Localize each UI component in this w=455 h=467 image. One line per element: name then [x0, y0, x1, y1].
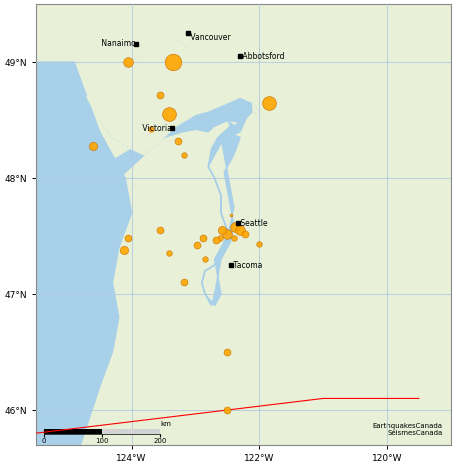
Point: [227, 212, 234, 219]
Point: [224, 230, 231, 238]
Point: [125, 234, 132, 242]
Point: [157, 226, 164, 234]
Text: Victoria: Victoria: [140, 124, 172, 133]
Point: [180, 151, 187, 159]
Text: Nanaimo: Nanaimo: [99, 39, 136, 48]
Point: [230, 234, 238, 242]
Point: [157, 91, 164, 99]
Polygon shape: [87, 28, 259, 155]
Text: EarthquakesCanada
SéismesCanada: EarthquakesCanada SéismesCanada: [373, 423, 443, 436]
Polygon shape: [87, 97, 259, 178]
Point: [216, 234, 223, 242]
Text: Tacoma: Tacoma: [231, 261, 263, 269]
Point: [120, 246, 127, 254]
Text: km: km: [160, 421, 171, 427]
Point: [265, 99, 273, 106]
Point: [224, 348, 231, 356]
Point: [169, 58, 177, 66]
Point: [212, 236, 219, 243]
Polygon shape: [202, 118, 247, 306]
Polygon shape: [100, 33, 196, 149]
Point: [202, 255, 209, 263]
Point: [237, 226, 244, 234]
Point: [165, 111, 172, 118]
Point: [180, 279, 187, 286]
Point: [147, 126, 154, 133]
Text: Vancouver: Vancouver: [188, 33, 230, 42]
Point: [90, 142, 97, 149]
Point: [165, 250, 172, 257]
Point: [125, 58, 132, 66]
Point: [224, 406, 231, 414]
Point: [232, 223, 239, 231]
Point: [193, 241, 200, 249]
Point: [218, 226, 226, 234]
Point: [242, 230, 249, 238]
Point: [256, 241, 263, 248]
Point: [199, 234, 207, 242]
Point: [174, 137, 181, 145]
Text: Abbotsford: Abbotsford: [240, 52, 285, 61]
Polygon shape: [36, 62, 131, 445]
Text: Seattle: Seattle: [238, 219, 268, 228]
